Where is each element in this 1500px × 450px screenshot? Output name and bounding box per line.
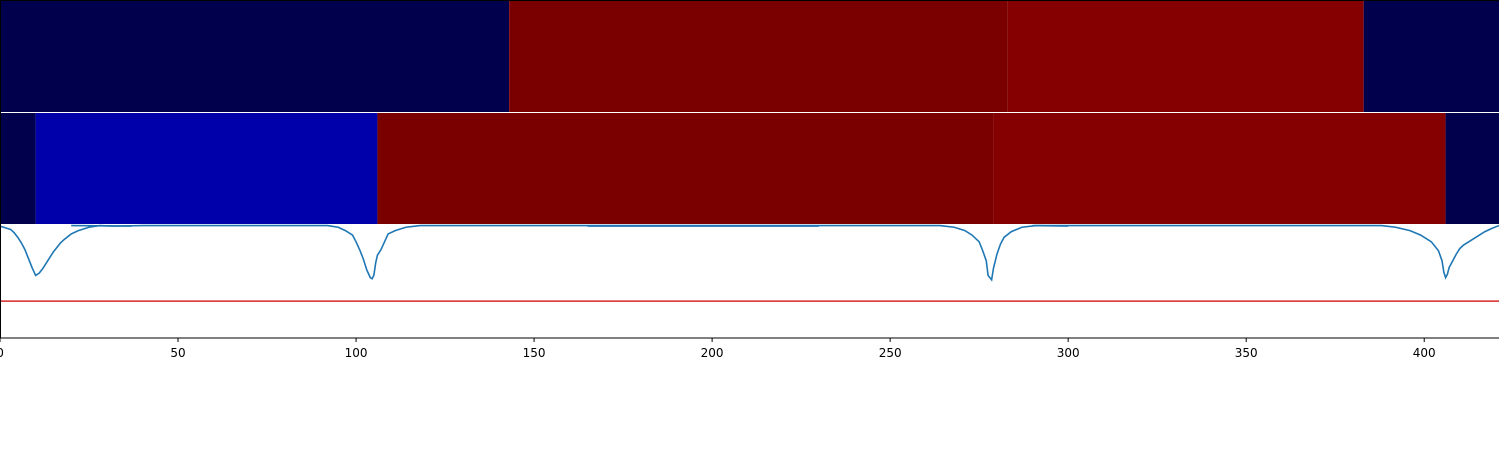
x-tick-label-150: 150	[523, 346, 546, 360]
signal-flat-segment-1	[71, 224, 132, 227]
heatmap-segment-row-1-2	[509, 1, 1008, 112]
x-tick-label-0: 0	[0, 346, 4, 360]
heatmap-segment-row-2-4	[993, 113, 1446, 224]
heatmap-segment-row-2-2	[35, 113, 378, 224]
x-tick-label-100: 100	[345, 346, 368, 360]
heatmap-segment-row-2-3	[377, 113, 994, 224]
x-tick-label-350: 350	[1235, 346, 1258, 360]
signal-flat-segment-3	[1032, 224, 1069, 227]
heatmap-segment-row-1-3	[1007, 1, 1364, 112]
x-tick-label-250: 250	[879, 346, 902, 360]
x-tick-label-200: 200	[701, 346, 724, 360]
heatmap-segment-row-2-5	[1445, 113, 1499, 224]
x-tick-label-50: 50	[170, 346, 185, 360]
signal-series-line	[0, 224, 1500, 282]
heatmap-segment-row-2-1	[0, 113, 36, 224]
heatmap-segment-row-1-1	[0, 1, 510, 112]
heatmap-segment-row-1-4	[1363, 1, 1499, 112]
x-tick-label-400: 400	[1413, 346, 1436, 360]
x-tick-label-300: 300	[1057, 346, 1080, 360]
signal-panel	[0, 224, 1500, 302]
x-axis: 0 50 100 150 200 250 300 350 400	[0, 0, 1499, 360]
heatmap-rows	[0, 1, 1499, 224]
